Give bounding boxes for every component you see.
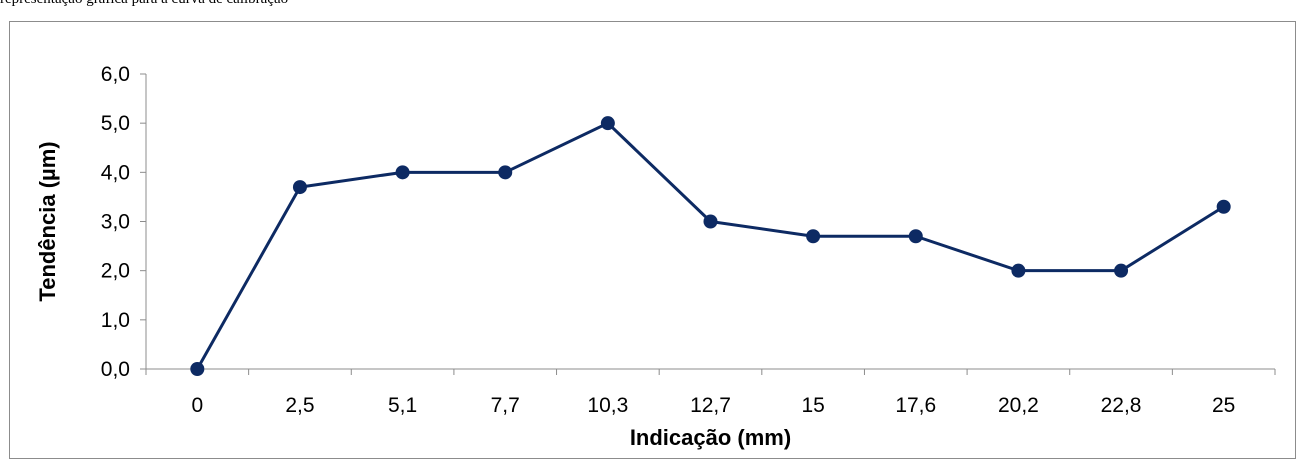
data-point — [1114, 263, 1129, 278]
series-group — [190, 116, 1231, 376]
y-tick-label: 0,0 — [101, 358, 130, 381]
data-point — [806, 229, 821, 244]
y-tick-label: 4,0 — [101, 161, 130, 184]
x-tick-label: 2,5 — [285, 394, 314, 417]
x-tick-label: 20,2 — [998, 394, 1039, 417]
x-axis-title: Indicação (mm) — [630, 425, 791, 450]
x-tick-label: 0 — [191, 394, 203, 417]
data-point — [395, 165, 410, 180]
x-tick-label: 22,8 — [1101, 394, 1142, 417]
x-tick-label: 7,7 — [491, 394, 520, 417]
data-point — [703, 214, 718, 229]
y-axis-title: Tendência (µm) — [35, 141, 60, 301]
data-point — [1216, 199, 1231, 214]
data-point — [292, 180, 307, 195]
y-ticks: 0,0 1,0 2,0 3,0 4,0 5,0 6,0 — [101, 63, 146, 381]
data-point — [600, 116, 615, 131]
x-tick-label: 15 — [801, 394, 824, 417]
y-tick-label: 5,0 — [101, 112, 130, 135]
data-point — [498, 165, 513, 180]
chart-frame — [9, 21, 1296, 459]
y-tick-label: 2,0 — [101, 260, 130, 283]
x-ticks: 0 2,5 5,1 7,7 10,3 12,7 15 17,6 20,2 22,8 25 — [145, 369, 1276, 417]
y-tick-label: 1,0 — [101, 309, 130, 332]
x-tick-label: 12,7 — [690, 394, 731, 417]
data-point — [190, 362, 205, 376]
y-tick-label: 6,0 — [101, 63, 130, 86]
series-line — [196, 121, 1225, 370]
x-tick-label: 5,1 — [388, 394, 417, 417]
y-tick-label: 3,0 — [101, 211, 130, 234]
data-point — [908, 229, 923, 244]
data-point — [1011, 263, 1026, 278]
x-tick-label: 17,6 — [895, 394, 936, 417]
figure-caption: representação gráfica para a curva de ca… — [0, 0, 288, 8]
x-tick-label: 25 — [1212, 394, 1235, 417]
x-tick-label: 10,3 — [587, 394, 628, 417]
